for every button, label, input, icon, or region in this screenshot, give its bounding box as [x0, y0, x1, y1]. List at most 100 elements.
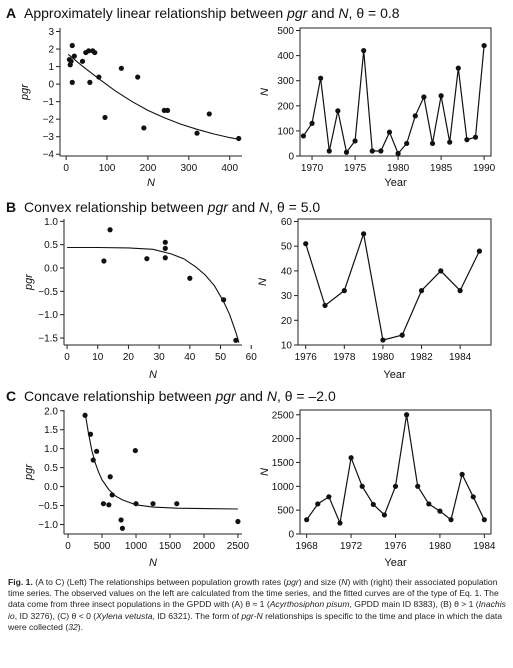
caption-part: ) with (right) their associated populati… — [8, 577, 499, 610]
caption-head: Fig. 1. — [8, 577, 33, 587]
data-point — [392, 483, 399, 489]
data-point — [174, 501, 180, 507]
x-tick-label: 1000 — [125, 541, 148, 552]
data-point — [107, 474, 113, 480]
data-point — [322, 302, 328, 309]
y-tick-label: −3 — [43, 132, 55, 143]
y-tick-label: 10 — [281, 341, 293, 352]
data-point — [107, 227, 113, 233]
data-point — [102, 114, 108, 121]
x-tick-label: 30 — [154, 352, 166, 363]
y-tick-label: −1.0 — [38, 310, 58, 321]
data-point — [481, 42, 487, 49]
y-axis-title: N — [259, 88, 271, 96]
x-axis-title: Year — [384, 177, 407, 189]
data-point — [162, 255, 168, 261]
panel-a-title: Approximately linear relationship betwee… — [24, 5, 400, 21]
data-point — [87, 431, 94, 437]
caption-part: , ID 3276), (C) θ < 0 ( — [14, 610, 97, 621]
data-point — [187, 275, 193, 281]
data-point — [96, 74, 102, 80]
data-point — [119, 525, 126, 531]
data-point — [464, 137, 470, 143]
data-point — [326, 148, 332, 154]
data-point — [68, 58, 74, 64]
caption-part: ). — [77, 621, 83, 632]
x-tick-label: 1990 — [473, 163, 496, 174]
x-tick-label: 1980 — [387, 163, 410, 174]
y-tick-label: 100 — [277, 126, 294, 137]
y-tick-label: 1 — [48, 62, 54, 73]
data-point — [162, 245, 168, 251]
data-point — [380, 337, 386, 343]
y-axis-title: N — [259, 468, 271, 476]
y-tick-label: 0.0 — [44, 482, 58, 493]
data-point — [481, 517, 487, 523]
panel-c-heading: C Concave relationship between pgr and N… — [6, 388, 336, 404]
data-point — [141, 125, 147, 131]
data-point — [101, 258, 107, 264]
data-point — [429, 140, 436, 147]
y-tick-label: 0 — [48, 80, 54, 91]
data-point — [303, 241, 309, 247]
x-tick-label: 200 — [140, 163, 157, 174]
y-tick-label: 0 — [288, 530, 294, 541]
caption-part: pgr-N — [241, 610, 263, 621]
data-point — [476, 248, 483, 254]
caption-part: pgr — [286, 577, 299, 587]
data-point — [90, 457, 96, 463]
data-point — [348, 455, 354, 461]
panel-a-heading: A Approximately linear relationship betw… — [6, 5, 400, 21]
data-point — [381, 512, 387, 518]
series-line — [305, 231, 480, 341]
data-point — [315, 501, 321, 507]
y-tick-label: 0.0 — [44, 264, 58, 275]
data-point — [370, 501, 376, 508]
x-tick-label: 1500 — [159, 541, 182, 552]
y-tick-label: 500 — [277, 506, 294, 517]
y-tick-label: 400 — [277, 51, 294, 62]
plot-frame — [297, 218, 492, 346]
series-line — [302, 45, 485, 155]
caption-part: Acyrthosiphon pisum — [269, 599, 350, 610]
data-point — [106, 502, 112, 508]
data-point — [343, 149, 350, 155]
data-point — [82, 412, 88, 418]
y-tick-label: 0.5 — [44, 240, 58, 251]
data-point — [437, 508, 443, 514]
data-point — [412, 113, 418, 119]
panel-b-heading: B Convex relationship between pgr and N,… — [6, 199, 320, 215]
data-point — [235, 518, 241, 525]
y-tick-label: 300 — [277, 76, 294, 87]
y-tick-label: 30 — [281, 291, 293, 302]
data-point — [472, 134, 479, 140]
data-point — [361, 231, 367, 237]
caption-part: , ID 6321). The form of — [152, 610, 242, 621]
y-tick-label: 1500 — [272, 458, 295, 469]
x-tick-label: 1975 — [344, 163, 367, 174]
panel-b-letter: B — [6, 199, 16, 215]
x-tick-label: 1968 — [296, 541, 319, 552]
x-tick-label: 40 — [184, 352, 196, 363]
data-point — [415, 483, 421, 489]
data-point — [447, 139, 453, 145]
x-tick-label: 0 — [63, 163, 69, 174]
x-tick-label: 100 — [99, 163, 116, 174]
x-tick-label: 2000 — [193, 541, 216, 552]
data-point — [438, 268, 444, 274]
x-tick-label: 400 — [221, 163, 238, 174]
y-tick-label: 20 — [281, 316, 293, 327]
y-tick-label: 0.5 — [44, 463, 58, 474]
y-axis-title: N — [257, 278, 269, 286]
data-point — [448, 517, 454, 523]
series-line — [306, 414, 485, 526]
data-point — [69, 42, 75, 49]
data-point — [206, 111, 212, 117]
x-tick-label: 1972 — [340, 541, 363, 552]
x-tick-label: 1982 — [410, 352, 433, 363]
y-tick-label: 0 — [288, 152, 294, 163]
y-tick-label: −0.5 — [38, 501, 58, 512]
x-axis-title: Year — [383, 369, 406, 381]
